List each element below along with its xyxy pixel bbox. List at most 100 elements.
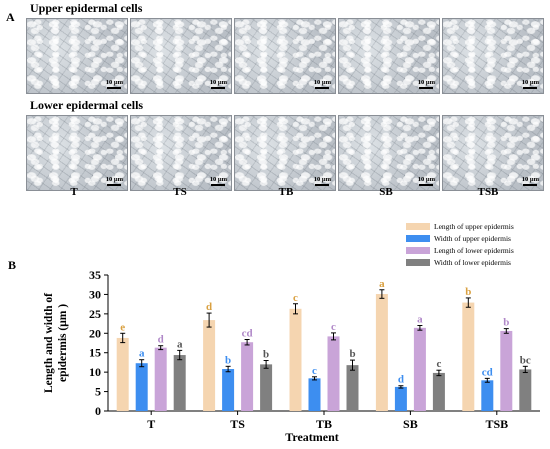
significance-letter: c bbox=[312, 365, 317, 377]
scale-bar-label: 10 μm bbox=[209, 79, 227, 86]
x-axis-label: Treatment bbox=[285, 430, 339, 444]
y-tick-label: 25 bbox=[89, 307, 101, 321]
significance-letter: b bbox=[503, 317, 509, 329]
legend-label-2: Width of upper epidermis bbox=[434, 234, 511, 243]
scale-bar bbox=[315, 184, 329, 186]
legend-swatch-3 bbox=[406, 247, 430, 254]
bar-tsb-series-2 bbox=[481, 380, 494, 411]
significance-letter: a bbox=[417, 314, 423, 326]
significance-letter: c bbox=[436, 358, 441, 370]
scale-bar-label: 10 μm bbox=[313, 79, 331, 86]
bar-tb-series-3 bbox=[327, 336, 340, 411]
y-tick-label: 35 bbox=[89, 268, 101, 282]
legend-label-4: Width of lower epidermis bbox=[434, 258, 511, 267]
bar-sb-series-2 bbox=[394, 386, 407, 411]
bar-ts-series-4 bbox=[260, 364, 273, 411]
bar-sb-series-3 bbox=[413, 327, 426, 411]
upper-micrograph-sb: 10 μm bbox=[338, 18, 440, 94]
x-tick-label-tsb: TSB bbox=[485, 417, 508, 431]
significance-letter: e bbox=[120, 321, 125, 333]
bar-t-series-2 bbox=[135, 363, 148, 411]
bar-ts-series-3 bbox=[241, 342, 254, 411]
significance-letter: cd bbox=[242, 328, 253, 340]
y-tick-label: 30 bbox=[89, 287, 101, 301]
bar-tsb-series-1 bbox=[462, 302, 475, 411]
scale-bar bbox=[315, 87, 329, 89]
significance-letter: d bbox=[206, 301, 212, 313]
scale-bar bbox=[419, 87, 433, 89]
scale-bar-label: 10 μm bbox=[105, 176, 123, 183]
lower-row-title: Lower epidermal cells bbox=[30, 98, 144, 112]
legend-swatch-2 bbox=[406, 235, 430, 242]
scale-bar bbox=[107, 87, 121, 89]
upper-micrograph-tsb: 10 μm bbox=[442, 18, 544, 94]
significance-letter: bc bbox=[520, 354, 531, 366]
y-tick-label: 20 bbox=[89, 326, 101, 340]
micrograph-label-tsb: TSB bbox=[477, 186, 499, 198]
upper-micrograph-tb: 10 μm bbox=[234, 18, 336, 94]
micrograph-label-t: T bbox=[70, 186, 78, 198]
bar-t-series-1 bbox=[116, 337, 129, 411]
lower-micrograph-tsb: 10 μm bbox=[442, 115, 544, 191]
lower-micrograph-t: 10 μm bbox=[26, 115, 128, 191]
y-axis-label-line-1: Length and width of bbox=[43, 293, 55, 393]
bar-ts-series-2 bbox=[222, 369, 235, 411]
scale-bar-label: 10 μm bbox=[313, 176, 331, 183]
significance-letter: cd bbox=[482, 366, 493, 378]
scale-bar-label: 10 μm bbox=[521, 79, 539, 86]
bar-t-series-3 bbox=[154, 347, 167, 411]
scale-bar-label: 10 μm bbox=[521, 176, 539, 183]
y-tick-label: 10 bbox=[89, 365, 101, 379]
scale-bar-label: 10 μm bbox=[417, 176, 435, 183]
significance-letter: c bbox=[293, 292, 298, 304]
bar-sb-series-1 bbox=[375, 294, 388, 411]
scale-bar bbox=[211, 184, 225, 186]
significance-letter: a bbox=[139, 348, 145, 360]
legend-swatch-1 bbox=[406, 223, 430, 230]
upper-row-title: Upper epidermal cells bbox=[30, 1, 143, 15]
lower-micrograph-sb: 10 μm bbox=[338, 115, 440, 191]
scale-bar bbox=[419, 184, 433, 186]
micrograph-label-sb: SB bbox=[379, 186, 393, 198]
scale-bar bbox=[523, 87, 537, 89]
upper-micrograph-t: 10 μm bbox=[26, 18, 128, 94]
scale-bar-label: 10 μm bbox=[105, 79, 123, 86]
bar-ts-series-1 bbox=[203, 320, 216, 411]
micrograph-label-ts: TS bbox=[173, 186, 187, 198]
bar-tb-series-1 bbox=[289, 308, 302, 411]
legend-label-3: Length of lower epidermis bbox=[434, 246, 514, 255]
bar-tb-series-2 bbox=[308, 378, 321, 411]
bar-tb-series-4 bbox=[346, 365, 359, 411]
significance-letter: d bbox=[158, 334, 164, 346]
significance-letter: d bbox=[398, 374, 404, 386]
significance-letter: b bbox=[465, 286, 471, 298]
y-axis-label-line-2: epidermis (μm ) bbox=[57, 304, 69, 382]
bar-t-series-4 bbox=[173, 355, 186, 411]
x-tick-label-ts: TS bbox=[230, 417, 245, 431]
scale-bar bbox=[211, 87, 225, 89]
scale-bar bbox=[523, 184, 537, 186]
legend-swatch-4 bbox=[406, 259, 430, 266]
y-tick-label: 15 bbox=[89, 346, 101, 360]
bar-tsb-series-3 bbox=[500, 330, 513, 411]
panel-a-letter: A bbox=[6, 10, 15, 24]
significance-letter: a bbox=[177, 338, 183, 350]
scale-bar-label: 10 μm bbox=[209, 176, 227, 183]
y-tick-label: 0 bbox=[95, 404, 101, 418]
significance-letter: b bbox=[349, 348, 355, 360]
upper-micrograph-ts: 10 μm bbox=[130, 18, 232, 94]
significance-letter: b bbox=[263, 348, 269, 360]
bar-tsb-series-4 bbox=[519, 369, 532, 411]
x-tick-label-tb: TB bbox=[316, 417, 332, 431]
lower-micrograph-ts: 10 μm bbox=[130, 115, 232, 191]
significance-letter: b bbox=[225, 354, 231, 366]
scale-bar-label: 10 μm bbox=[417, 79, 435, 86]
x-tick-label-sb: SB bbox=[403, 417, 418, 431]
panel-b-letter: B bbox=[8, 258, 17, 272]
legend-label-1: Length of upper epidermis bbox=[434, 222, 514, 231]
y-tick-label: 5 bbox=[95, 385, 101, 399]
scale-bar bbox=[107, 184, 121, 186]
lower-micrograph-tb: 10 μm bbox=[234, 115, 336, 191]
significance-letter: a bbox=[379, 278, 385, 290]
